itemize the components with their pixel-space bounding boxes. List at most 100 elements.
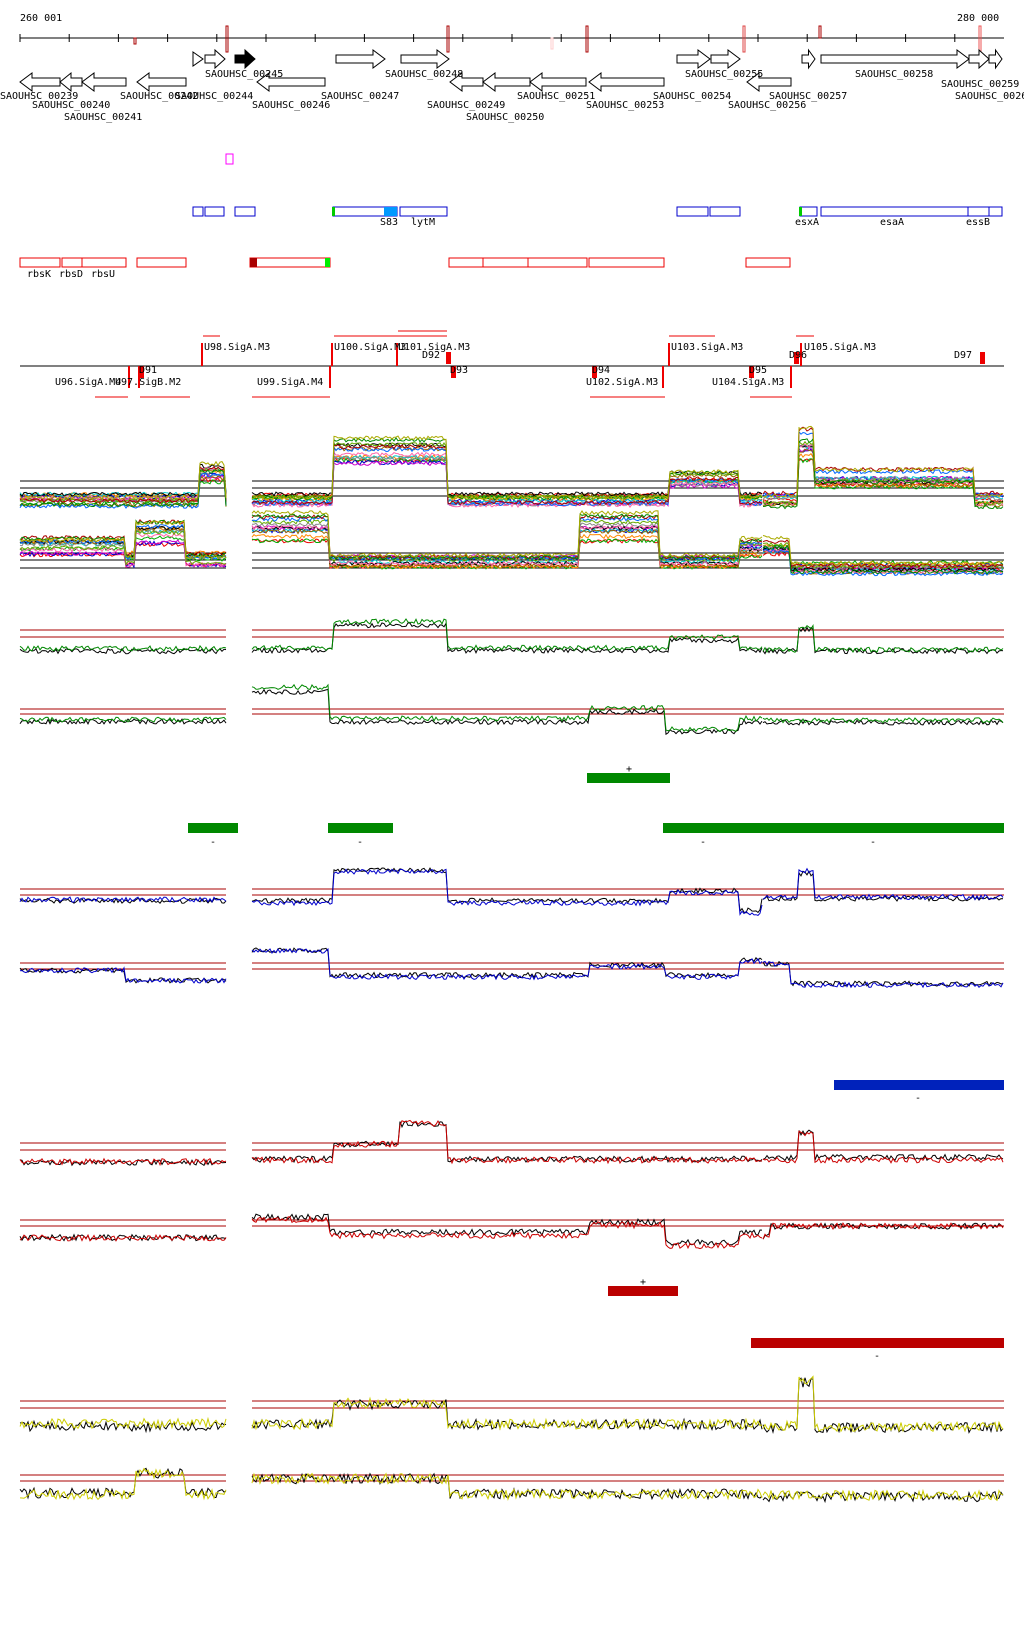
signal-line xyxy=(19,966,227,984)
multi-signal-line xyxy=(19,463,227,498)
signal-line xyxy=(762,1488,1004,1502)
gene-arrow xyxy=(204,48,226,70)
feature-label: rbsK xyxy=(27,269,52,280)
signal-line xyxy=(251,1472,763,1501)
multi-signal-line xyxy=(762,440,1004,506)
feature-label: S83 xyxy=(380,217,399,228)
multi-signal-line xyxy=(251,510,763,559)
gene-arrow xyxy=(746,72,792,92)
signal-line xyxy=(762,1222,1004,1240)
multi-signal-line xyxy=(19,460,227,501)
gene-arrow xyxy=(801,48,816,70)
signal-line xyxy=(251,618,763,652)
segment-strand-label: - xyxy=(700,837,707,848)
signal-line xyxy=(762,960,1004,988)
gene-label: SAOUHSC_0026 xyxy=(955,91,1024,102)
signal-line xyxy=(762,1130,1004,1164)
signal-line xyxy=(762,626,1004,655)
gene-arrow xyxy=(988,48,1003,70)
signal-line xyxy=(251,683,763,733)
blue-feature xyxy=(820,206,969,217)
gene-arrow xyxy=(482,72,531,92)
feature-label: rbsD xyxy=(59,269,84,280)
gene-arrow xyxy=(192,51,204,67)
segment-bar xyxy=(188,823,238,833)
signal-line xyxy=(19,644,227,652)
gene-label: SAOUHSC_00247 xyxy=(321,91,400,102)
promoter-label: U101.SigA.M3 xyxy=(398,342,471,353)
promoter-label: U100.SigA.M3 xyxy=(334,342,407,353)
signal-line xyxy=(762,867,1004,901)
gene-label: SAOUHSC_00246 xyxy=(252,100,331,111)
multi-signal-line xyxy=(251,451,763,509)
promoter-label: D95 xyxy=(749,365,768,376)
promoter-label: U102.SigA.M3 xyxy=(586,377,659,388)
red-feature xyxy=(482,257,529,268)
green-mark xyxy=(332,207,335,216)
segment-strand-label: - xyxy=(210,837,217,848)
promoter-marker xyxy=(139,366,144,378)
ruler-marker xyxy=(133,37,137,45)
promoter-label: D92 xyxy=(422,350,441,361)
signal-line xyxy=(251,868,763,916)
ruler-marker xyxy=(585,25,589,53)
signal-line xyxy=(251,1119,763,1165)
gene-label: SAOUHSC_00239 xyxy=(0,91,79,102)
blue-feature xyxy=(967,206,990,217)
gene-label: SAOUHSC_00256 xyxy=(728,100,807,111)
red-feature xyxy=(19,257,61,268)
promoter-marker xyxy=(592,366,597,378)
ruler-marker xyxy=(818,25,822,39)
signal-line xyxy=(19,896,227,904)
segment-bar xyxy=(834,1080,1004,1090)
multi-signal-line xyxy=(763,458,1004,503)
ruler-marker xyxy=(978,25,982,53)
gene-arrow xyxy=(710,49,741,69)
green-mark xyxy=(325,258,330,267)
signal-line xyxy=(251,688,763,736)
signal-line xyxy=(19,1416,227,1430)
gene-label: SAOUHSC_00245 xyxy=(205,69,284,80)
blue-feature xyxy=(799,206,818,217)
multi-signal-line xyxy=(762,452,1004,506)
gene-arrow xyxy=(529,72,587,92)
promoter-label: D93 xyxy=(450,365,469,376)
signal-line xyxy=(762,1375,1004,1433)
multi-signal-line xyxy=(762,544,1004,570)
multi-signal-line xyxy=(251,455,763,507)
segment-strand-label: + xyxy=(640,1277,647,1288)
segment-bar xyxy=(663,823,1004,833)
multi-signal-line xyxy=(251,444,763,506)
multi-signal-line xyxy=(251,524,763,567)
signal-line xyxy=(251,1396,763,1431)
multi-signal-line xyxy=(20,466,227,504)
segment-strand-label: - xyxy=(874,1351,881,1362)
multi-signal-line xyxy=(762,425,1003,498)
signal-line xyxy=(762,717,1004,724)
promoter-marker xyxy=(451,366,456,378)
multi-signal-line xyxy=(251,446,763,507)
gene-arrow xyxy=(59,71,83,93)
gene-arrow xyxy=(968,48,990,70)
signal-line xyxy=(19,1158,227,1167)
multi-signal-line xyxy=(762,437,1004,510)
gene-label: SAOUHSC_00251 xyxy=(517,91,596,102)
red-feature xyxy=(448,257,484,268)
promoter-label: U99.SigA.M4 xyxy=(257,377,324,388)
red-feature xyxy=(527,257,588,268)
signal-line xyxy=(251,947,763,981)
signal-line xyxy=(251,621,763,655)
segment-strand-label: - xyxy=(915,1093,922,1104)
green-mark xyxy=(799,207,802,216)
gene-arrow xyxy=(19,72,61,92)
feature-label: rbsU xyxy=(91,269,116,280)
gene-label: SAOUHSC_00254 xyxy=(653,91,732,102)
red-feature xyxy=(136,257,187,268)
signal-line xyxy=(251,947,763,979)
magenta-feature xyxy=(225,153,234,165)
gene-arrow xyxy=(449,72,484,92)
segment-strand-label: - xyxy=(357,837,364,848)
multi-signal-line xyxy=(251,513,763,561)
signal-line xyxy=(762,624,1004,654)
